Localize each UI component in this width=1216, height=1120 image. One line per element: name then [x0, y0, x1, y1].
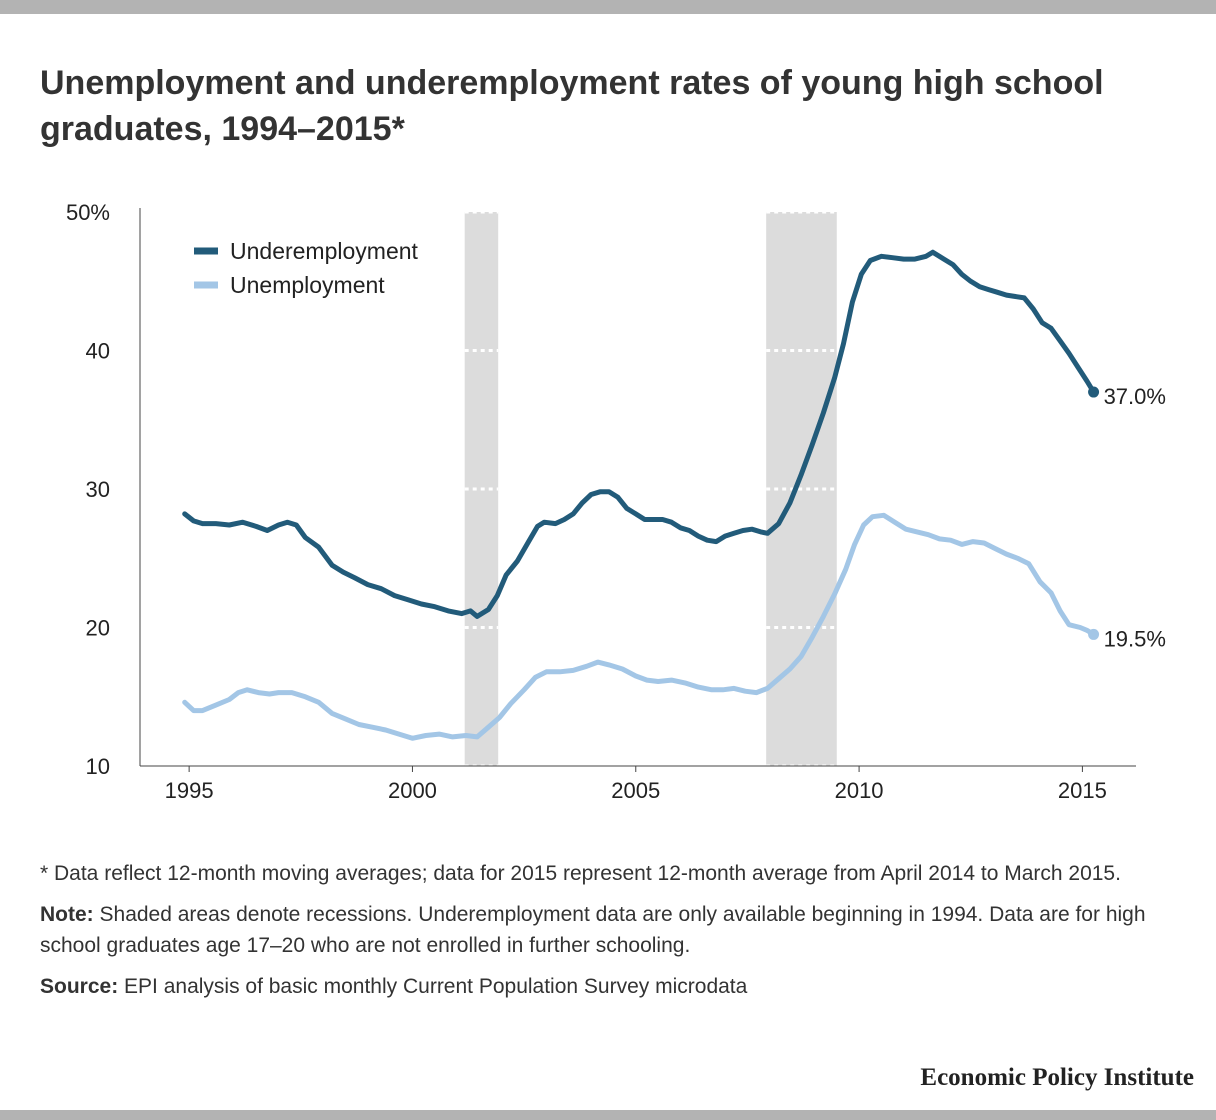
y-tick-label: 30 [86, 477, 110, 502]
x-tick-label: 2010 [835, 778, 884, 803]
y-tick-label: 20 [86, 616, 110, 641]
bottom-border-bar [0, 1110, 1216, 1120]
y-tick-label: 40 [86, 339, 110, 364]
brand-logo-text: Economic Policy Institute [920, 1064, 1194, 1091]
series-end-point [1088, 628, 1100, 640]
source-text: EPI analysis of basic monthly Current Po… [118, 975, 748, 998]
chart-notes: * Data reflect 12-month moving averages;… [40, 858, 1190, 1012]
recession-bands [464, 210, 837, 768]
top-border-bar [0, 0, 1216, 14]
chart-title: Unemployment and underemployment rates o… [40, 64, 1104, 148]
legend: Underemployment Unemployment [194, 238, 419, 298]
series-end-label: 37.0% [1104, 384, 1166, 409]
legend-label: Underemployment [230, 238, 419, 264]
data-series: 37.0% 19.5% [182, 249, 1166, 741]
series-line-unemployment [182, 512, 1097, 741]
source-label: Source: [40, 975, 119, 998]
x-tick-label: 1995 [165, 778, 214, 803]
series-end-label: 19.5% [1104, 626, 1166, 651]
series-end-point [1088, 386, 1100, 398]
footnote: * Data reflect 12-month moving averages;… [40, 862, 1121, 885]
y-tick-label: 50% [66, 200, 110, 225]
x-tick-label: 2005 [611, 778, 660, 803]
x-tick-label: 2015 [1058, 778, 1107, 803]
legend-label: Unemployment [230, 272, 385, 298]
note-label: Note: [40, 903, 94, 926]
y-tick-label: 10 [86, 754, 110, 779]
note: Note: Shaded areas denote recessions. Un… [40, 899, 1190, 961]
x-tick-label: 2000 [388, 778, 437, 803]
source: Source: EPI analysis of basic monthly Cu… [40, 971, 1190, 1002]
series-line-underemployment [182, 249, 1097, 619]
note-text: Shaded areas denote recessions. Underemp… [40, 903, 1146, 957]
